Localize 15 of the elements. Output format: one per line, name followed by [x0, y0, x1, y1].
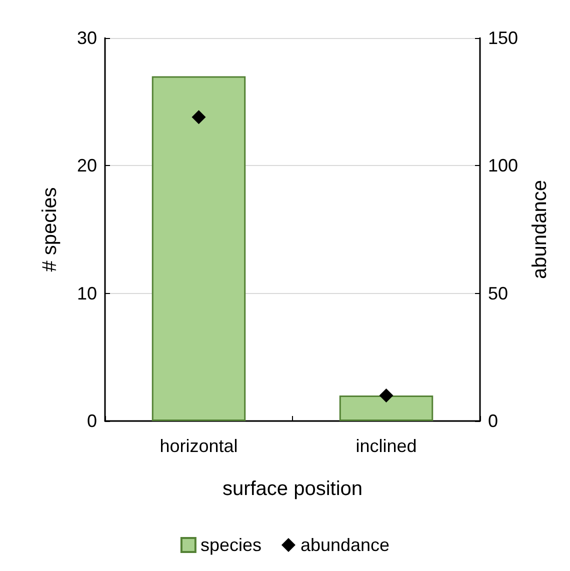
legend-label: species — [200, 535, 262, 555]
y-axis-title: # species — [39, 187, 61, 272]
y-tick-label: 0 — [86, 411, 97, 431]
y-tick-label: 30 — [76, 28, 97, 48]
y2-tick-label: 150 — [488, 28, 518, 48]
y2-tick-label: 0 — [488, 411, 498, 431]
y2-tick-label: 100 — [488, 156, 518, 176]
x-tick-label: inclined — [356, 436, 417, 456]
y-tick-label: 20 — [76, 156, 97, 176]
y-tick-label: 10 — [76, 283, 97, 304]
y2-tick-label: 50 — [488, 283, 508, 304]
y2-axis-title: abundance — [529, 180, 551, 279]
x-tick-label: horizontal — [160, 436, 238, 456]
x-axis-title: surface position — [222, 478, 363, 500]
legend-label: abundance — [300, 535, 390, 555]
